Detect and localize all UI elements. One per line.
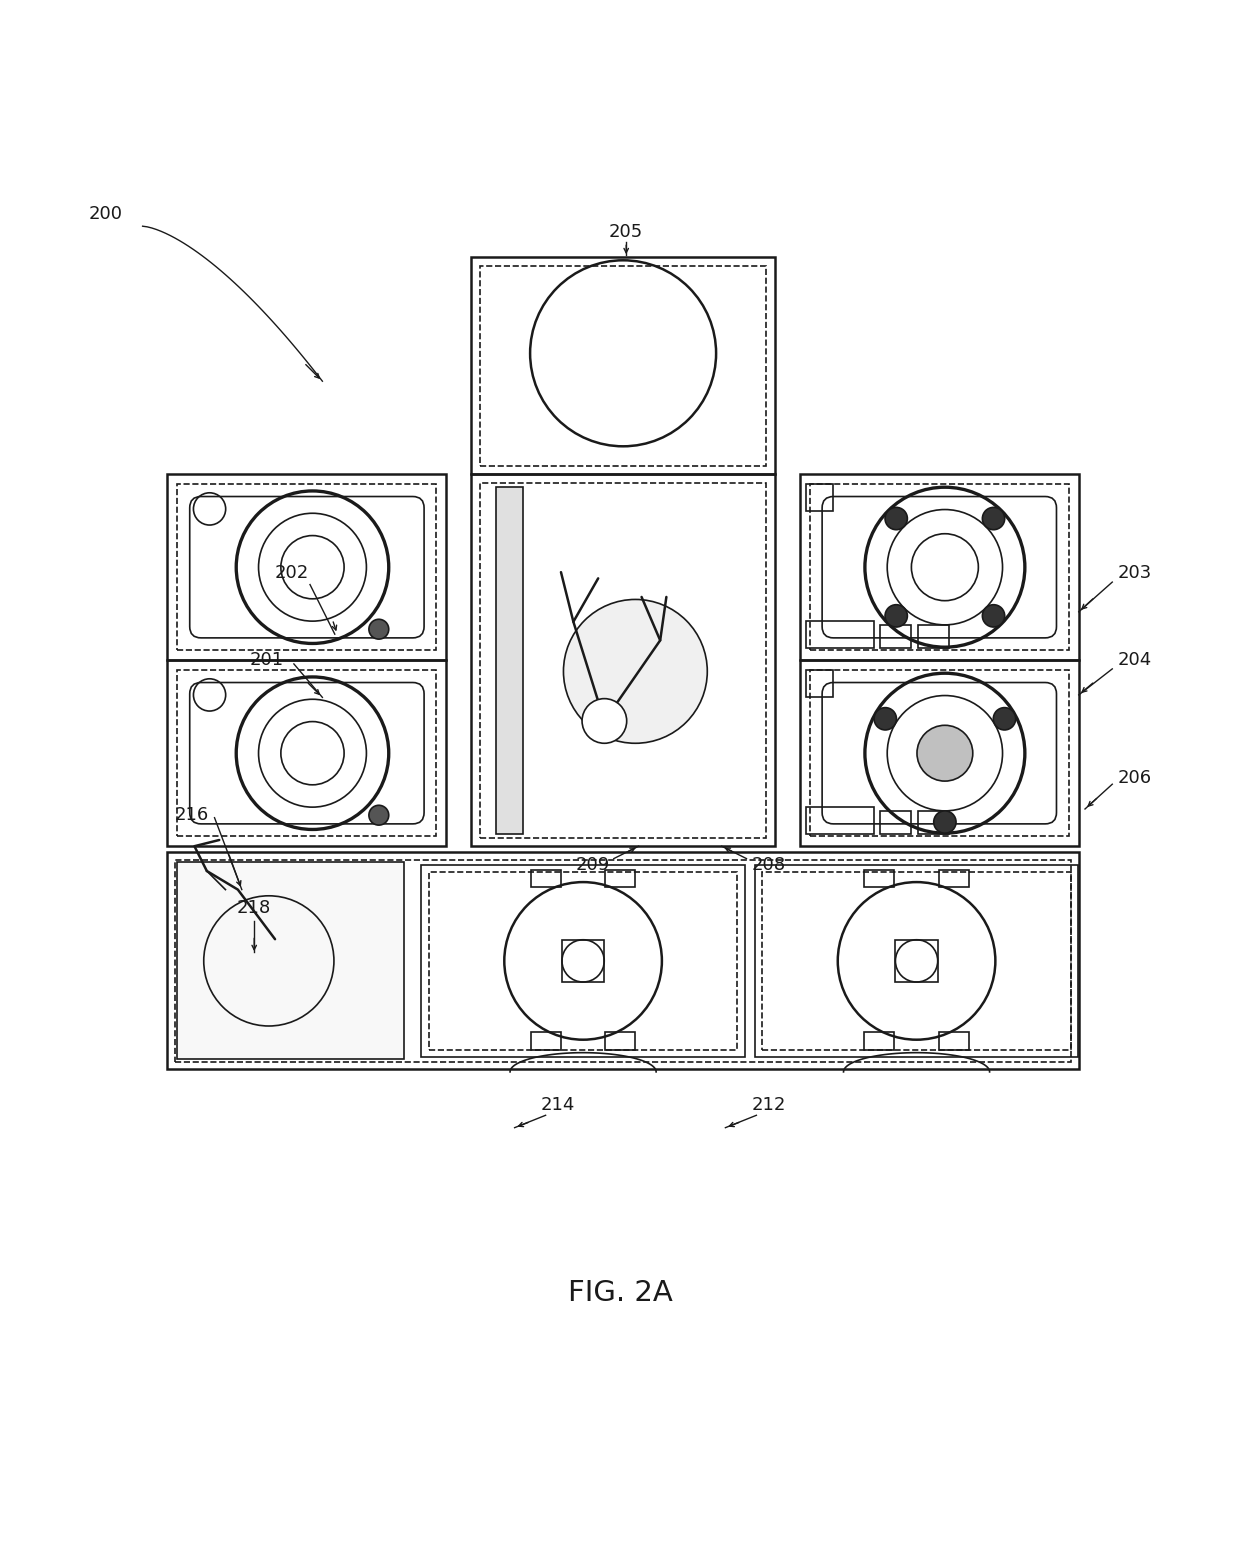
Circle shape: [993, 708, 1016, 730]
Text: 209: 209: [575, 856, 610, 874]
Text: 205: 205: [609, 224, 644, 241]
Bar: [471, 475, 775, 846]
Bar: [810, 484, 1069, 650]
Bar: [864, 870, 894, 887]
Bar: [480, 482, 766, 837]
Bar: [810, 671, 1069, 836]
Text: 204: 204: [1117, 652, 1152, 669]
Circle shape: [885, 507, 908, 529]
Circle shape: [874, 708, 897, 730]
Bar: [429, 873, 738, 1050]
Bar: [177, 862, 404, 1060]
Bar: [880, 812, 911, 834]
Circle shape: [934, 811, 956, 832]
Bar: [918, 812, 949, 834]
Text: 206: 206: [1117, 769, 1152, 787]
Bar: [806, 806, 874, 834]
Circle shape: [582, 699, 626, 744]
Bar: [422, 865, 745, 1057]
Bar: [939, 870, 968, 887]
Bar: [605, 1032, 635, 1050]
Bar: [177, 671, 436, 836]
Bar: [562, 940, 604, 982]
Bar: [177, 484, 436, 650]
Bar: [605, 870, 635, 887]
Bar: [806, 621, 874, 647]
Bar: [531, 1032, 560, 1050]
Text: 202: 202: [274, 565, 309, 582]
Bar: [167, 853, 1079, 1069]
Circle shape: [982, 507, 1004, 529]
Text: 201: 201: [249, 652, 284, 669]
Bar: [167, 475, 446, 660]
Bar: [175, 860, 1071, 1061]
Circle shape: [918, 725, 972, 781]
Circle shape: [563, 599, 707, 744]
Bar: [806, 671, 833, 697]
Bar: [895, 940, 937, 982]
Bar: [800, 660, 1079, 846]
Circle shape: [885, 605, 908, 627]
Text: 208: 208: [751, 856, 786, 874]
Text: 214: 214: [541, 1097, 575, 1114]
Circle shape: [370, 806, 389, 825]
Text: 218: 218: [237, 899, 272, 916]
Bar: [496, 487, 523, 834]
Text: FIG. 2A: FIG. 2A: [568, 1279, 672, 1307]
Bar: [763, 873, 1071, 1050]
Bar: [471, 257, 775, 475]
Bar: [864, 1032, 894, 1050]
Text: 216: 216: [175, 806, 210, 825]
Bar: [880, 626, 911, 647]
Bar: [918, 626, 949, 647]
Text: 212: 212: [751, 1097, 786, 1114]
Text: 203: 203: [1117, 565, 1152, 582]
Bar: [939, 1032, 968, 1050]
Bar: [755, 865, 1079, 1057]
Circle shape: [370, 619, 389, 640]
Bar: [531, 870, 560, 887]
Bar: [800, 475, 1079, 660]
Text: 200: 200: [88, 205, 123, 223]
Bar: [167, 660, 446, 846]
Bar: [480, 266, 766, 465]
Circle shape: [982, 605, 1004, 627]
Bar: [806, 484, 833, 512]
